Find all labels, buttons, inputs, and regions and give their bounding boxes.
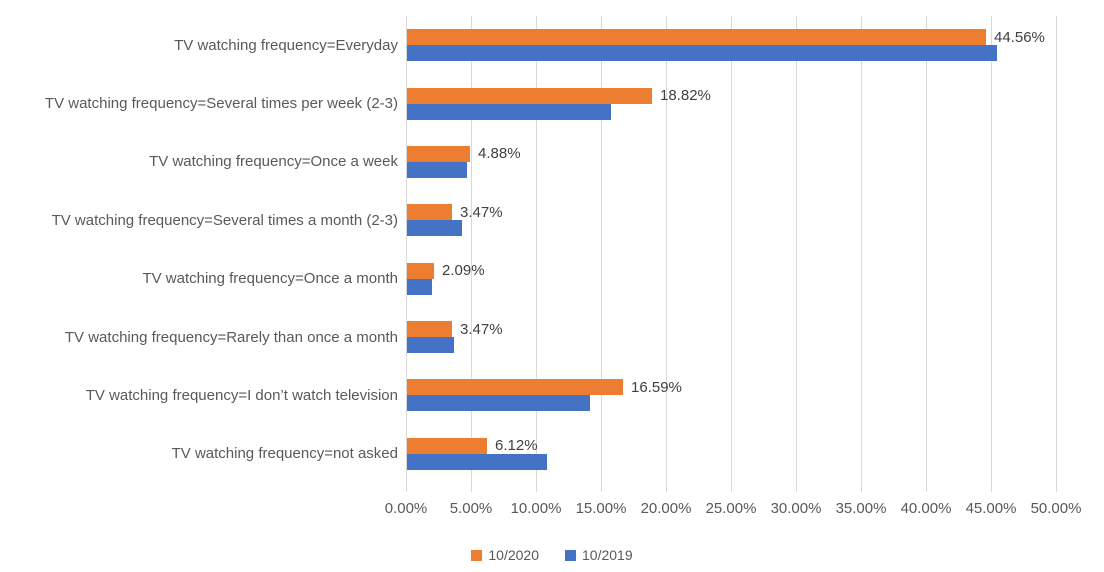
bar-10/2019: [407, 395, 590, 412]
bar-10/2020: [407, 145, 470, 162]
data-label: 16.59%: [631, 378, 682, 396]
bar-10/2020: [407, 29, 986, 46]
gridline: [471, 16, 472, 483]
bar-10/2020: [407, 379, 623, 396]
x-axis-tick-label: 20.00%: [640, 500, 692, 517]
gridline: [536, 16, 537, 483]
bar-10/2019: [407, 161, 467, 178]
bar-10/2019: [407, 45, 997, 62]
legend-swatch-icon: [471, 549, 483, 561]
axis-tick-mark: [471, 483, 472, 492]
x-axis-tick-label: 15.00%: [575, 500, 627, 517]
x-axis-tick-label: 10.00%: [510, 500, 562, 517]
axis-tick-mark: [796, 483, 797, 492]
data-label: 4.88%: [478, 145, 521, 163]
category-label: TV watching frequency=Once a month: [142, 270, 398, 288]
category-label: TV watching frequency=I don’t watch tele…: [85, 386, 398, 404]
axis-tick-mark: [666, 483, 667, 492]
axis-tick-mark: [536, 483, 537, 492]
bar-10/2020: [407, 87, 652, 104]
bar-10/2019: [407, 220, 462, 237]
axis-tick-mark: [926, 483, 927, 492]
axis-tick-mark: [861, 483, 862, 492]
bar-10/2020: [407, 437, 487, 454]
legend: 10/2020 10/2019: [0, 546, 1104, 564]
x-axis-tick-label: 35.00%: [835, 500, 887, 517]
bar-10/2020: [407, 321, 452, 338]
gridline: [601, 16, 602, 483]
x-axis-tick-label: 0.00%: [384, 500, 428, 517]
x-axis-tick-label: 50.00%: [1030, 500, 1082, 517]
gridline: [1056, 16, 1057, 483]
data-label: 18.82%: [660, 87, 711, 105]
category-label: TV watching frequency=Several times per …: [44, 95, 398, 113]
category-label: TV watching frequency=Rarely than once a…: [64, 328, 398, 346]
gridline: [666, 16, 667, 483]
axis-tick-mark: [731, 483, 732, 492]
plot-area: 44.56% 18.82% 4.88% 3.47% 2.09% 3.47% 16.59% 6.…: [406, 16, 1057, 492]
gridline: [861, 16, 862, 483]
category-label: TV watching frequency=Everyday: [174, 36, 398, 54]
legend-entry-10/2020: 10/2020: [471, 547, 539, 563]
data-label: 2.09%: [442, 262, 485, 280]
axis-tick-mark: [406, 483, 407, 492]
bar-10/2019: [407, 278, 432, 295]
x-axis-tick-label: 30.00%: [770, 500, 822, 517]
x-axis-tick-label: 40.00%: [900, 500, 952, 517]
category-label: TV watching frequency=Once a week: [149, 153, 398, 171]
bar-10/2020: [407, 204, 452, 221]
category-label: TV watching frequency=Several times a mo…: [51, 211, 398, 229]
data-label: 3.47%: [460, 203, 503, 221]
data-label: 3.47%: [460, 320, 503, 338]
x-axis-tick-label: 5.00%: [449, 500, 493, 517]
x-axis-tick-label: 45.00%: [965, 500, 1017, 517]
axis-tick-mark: [991, 483, 992, 492]
axis-tick-mark: [1056, 483, 1057, 492]
gridline: [991, 16, 992, 483]
gridline: [731, 16, 732, 483]
bar-10/2020: [407, 262, 434, 279]
legend-label: 10/2020: [488, 547, 539, 563]
x-axis-tick-label: 25.00%: [705, 500, 757, 517]
gridline: [796, 16, 797, 483]
bar-10/2019: [407, 453, 547, 470]
data-label: 44.56%: [994, 28, 1045, 46]
axis-tick-mark: [601, 483, 602, 492]
bar-10/2019: [407, 337, 454, 354]
bar-10/2019: [407, 103, 611, 120]
legend-swatch-icon: [565, 549, 576, 561]
category-label: TV watching frequency=not asked: [171, 445, 398, 463]
legend-entry-10/2019: 10/2019: [565, 547, 633, 563]
data-label: 6.12%: [495, 437, 538, 455]
gridline: [926, 16, 927, 483]
gridline: [406, 16, 407, 483]
legend-label: 10/2019: [582, 547, 633, 563]
